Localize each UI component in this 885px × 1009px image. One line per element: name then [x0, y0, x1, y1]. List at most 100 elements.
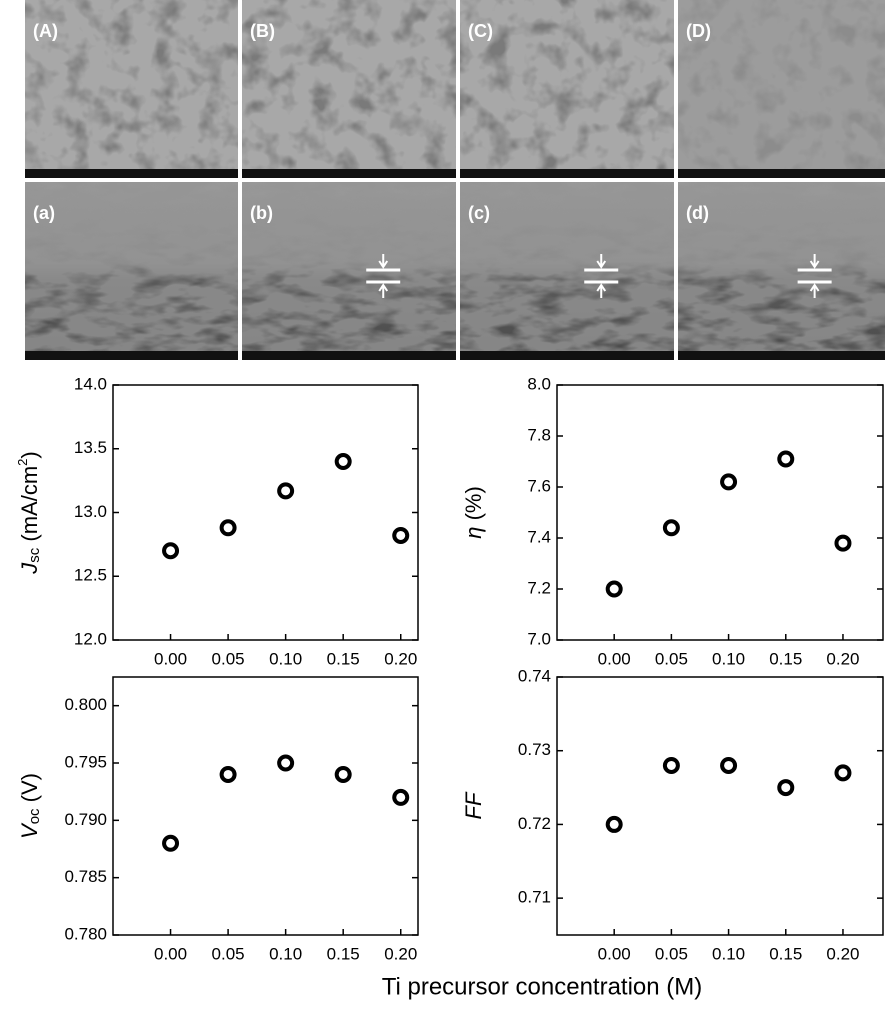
x-tick-label: 0.20 — [826, 944, 859, 963]
scale-bar-strip — [460, 351, 674, 360]
x-tick-label: 0.15 — [327, 944, 360, 963]
data-point — [162, 542, 180, 560]
y-axis-title: FF — [461, 791, 486, 819]
image-texture — [460, 0, 674, 178]
image-texture — [242, 0, 456, 178]
y-tick-label: 7.2 — [527, 578, 551, 597]
y-tick-label: 12.0 — [74, 629, 107, 648]
data-point — [162, 834, 180, 852]
panel-label: (C) — [468, 21, 493, 41]
panel-label: (a) — [33, 203, 55, 223]
data-point — [605, 580, 623, 598]
x-tick-label: 0.20 — [384, 649, 417, 668]
image-texture — [678, 0, 885, 178]
x-tick-label: 0.15 — [769, 944, 802, 963]
x-axis-title: Ti precursor concentration (M) — [382, 973, 703, 1000]
sem-image: (B) — [242, 0, 456, 178]
arrow — [378, 283, 389, 298]
y-tick-label: 0.790 — [64, 810, 107, 829]
image-texture — [678, 182, 885, 360]
sem-image: (d) — [678, 182, 885, 360]
image-texture — [25, 0, 238, 178]
y-axis-title-part: J — [17, 562, 42, 575]
y-tick-label: 0.72 — [518, 814, 551, 833]
y-axis-title-part: 2 — [15, 459, 30, 466]
data-point — [334, 765, 352, 783]
x-tick-label: 0.10 — [712, 944, 745, 963]
data-point — [662, 756, 680, 774]
x-tick-label: 0.05 — [212, 649, 245, 668]
sem-image: (C) — [460, 0, 674, 178]
arrow — [378, 254, 389, 269]
sem-image: (c) — [460, 182, 674, 360]
x-tick-label: 0.00 — [154, 944, 187, 963]
data-point — [219, 519, 237, 537]
y-tick-label: 14.0 — [74, 374, 107, 393]
data-point — [277, 754, 295, 772]
data-point — [219, 765, 237, 783]
y-tick-label: 0.800 — [64, 695, 107, 714]
y-tick-label: 0.780 — [64, 924, 107, 943]
sem-image: (b) — [242, 182, 456, 360]
plot-frame — [556, 384, 884, 641]
x-tick-label: 0.15 — [769, 649, 802, 668]
x-tick-label: 0.20 — [384, 944, 417, 963]
data-point — [720, 473, 738, 491]
x-tick-label: 0.10 — [712, 649, 745, 668]
panel-label: (A) — [33, 21, 58, 41]
data-point — [834, 764, 852, 782]
data-point — [662, 519, 680, 537]
y-tick-label: 8.0 — [527, 374, 551, 393]
plot-frame — [112, 676, 419, 936]
x-tick-label: 0.15 — [327, 649, 360, 668]
x-tick-label: 0.00 — [598, 649, 631, 668]
scale-bar-strip — [25, 351, 238, 360]
panel-label: (c) — [468, 203, 490, 223]
arrow — [809, 283, 820, 298]
y-axis-title-part: V — [17, 822, 42, 839]
image-texture — [460, 182, 674, 360]
y-tick-label: 13.5 — [74, 438, 107, 457]
y-axis-title-part: sc — [26, 547, 43, 563]
data-point — [605, 815, 623, 833]
y-axis-title-part: FF — [461, 791, 486, 819]
y-axis-title-part: oc — [26, 808, 43, 824]
y-tick-label: 0.74 — [518, 666, 551, 685]
data-point — [277, 482, 295, 500]
data-point — [392, 526, 410, 544]
x-tick-label: 0.05 — [212, 944, 245, 963]
arrow — [596, 283, 607, 298]
x-tick-label: 0.05 — [655, 649, 688, 668]
data-point — [777, 779, 795, 797]
plot-frame — [112, 384, 419, 641]
y-axis-title: η (%) — [461, 486, 486, 539]
data-point — [392, 788, 410, 806]
sem-image: (A) — [25, 0, 238, 178]
panel-label: (d) — [686, 203, 709, 223]
sem-image: (D) — [678, 0, 885, 178]
y-axis-title: Jsc (mA/cm2) — [15, 451, 43, 574]
data-point — [334, 453, 352, 470]
y-tick-label: 0.73 — [518, 740, 551, 759]
panel-label: (D) — [686, 21, 711, 41]
y-tick-label: 7.8 — [527, 425, 551, 444]
y-tick-label: 0.71 — [518, 888, 551, 907]
data-point — [777, 450, 795, 468]
scale-bar-strip — [25, 169, 238, 178]
sem-image: (a) — [25, 182, 238, 360]
y-axis-title-part: (V) — [17, 773, 42, 808]
y-tick-label: 7.6 — [527, 476, 551, 495]
x-tick-label: 0.00 — [598, 944, 631, 963]
data-point — [834, 534, 852, 552]
x-tick-label: 0.10 — [269, 649, 302, 668]
image-texture — [25, 182, 238, 360]
y-axis-title-part: ) — [17, 451, 42, 458]
y-tick-label: 13.0 — [74, 502, 107, 521]
y-tick-label: 0.785 — [64, 867, 107, 886]
y-tick-label: 12.5 — [74, 566, 107, 585]
y-tick-label: 7.0 — [527, 629, 551, 648]
y-tick-label: 7.4 — [527, 527, 551, 546]
plot-frame — [556, 676, 884, 936]
arrow — [809, 254, 820, 269]
